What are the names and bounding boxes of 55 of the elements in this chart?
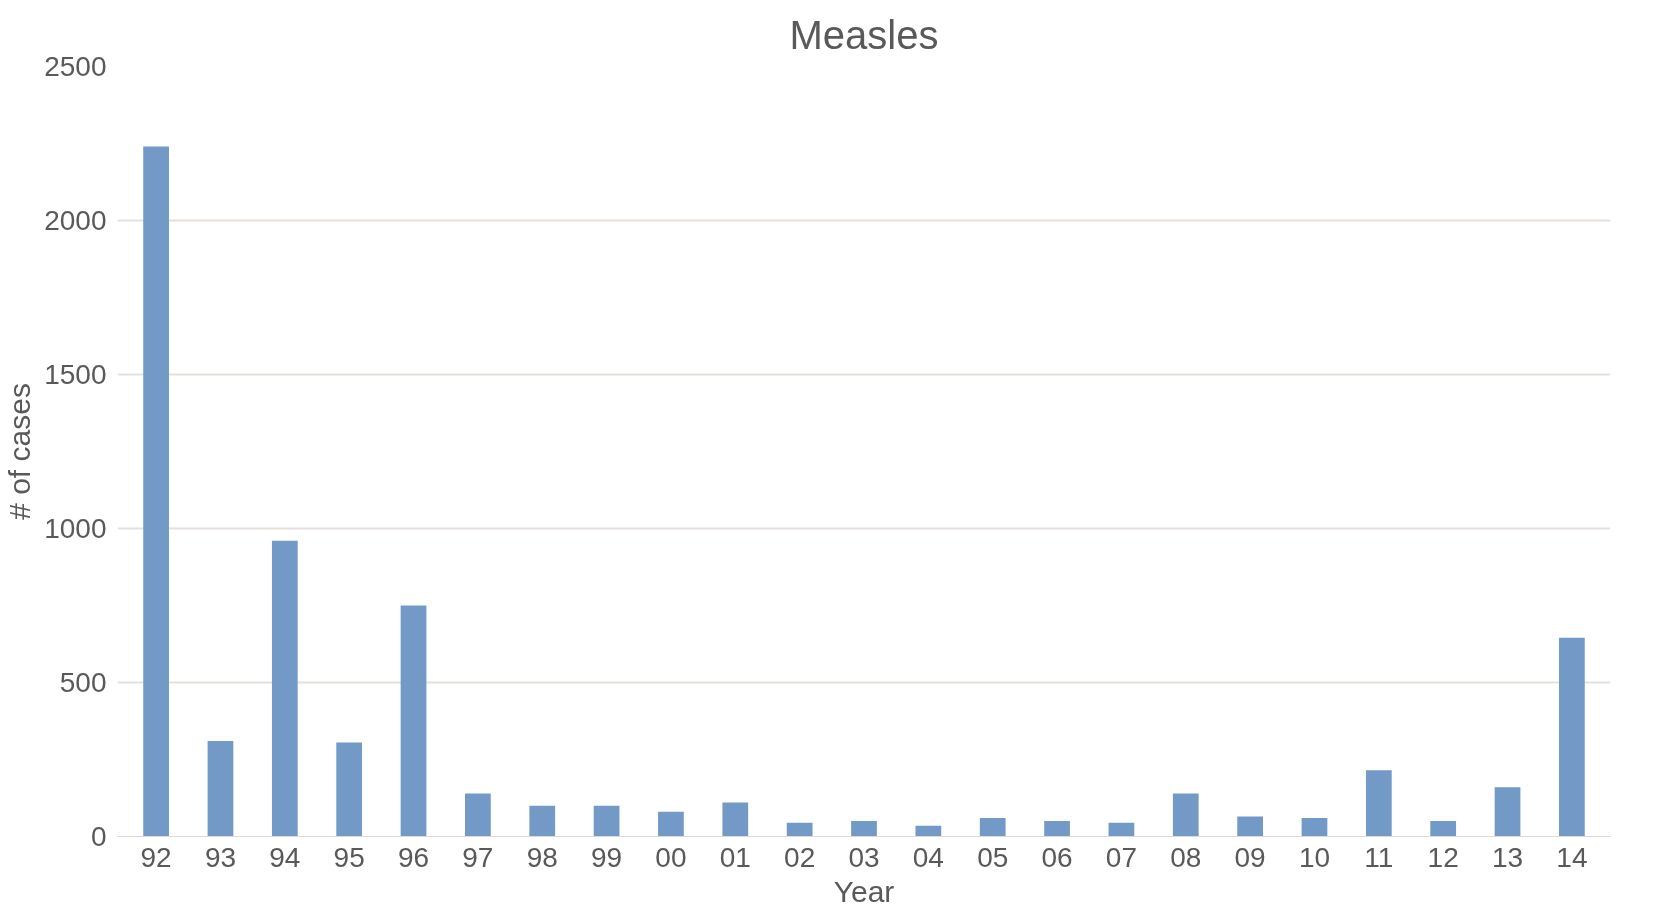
x-tick-label: 97 [462,841,494,873]
bar [786,822,813,837]
x-tick-label: 14 [1556,841,1588,873]
bar [1301,818,1328,837]
x-tick-label: 04 [912,841,944,873]
bar [336,742,363,837]
x-tick-label: 01 [719,841,751,873]
bar [1430,821,1457,837]
y-tick-label: 0 [90,821,107,852]
x-tick-label: 99 [591,841,623,873]
y-tick-label: 2000 [44,205,107,236]
bar [1559,637,1585,837]
bar [271,540,298,837]
bar [915,825,942,837]
bar [722,802,749,837]
x-tick-label: 10 [1298,841,1331,873]
x-tick-label: 98 [526,841,558,873]
x-tick-label: 05 [977,841,1009,873]
x-axis-title: Year [833,874,895,908]
x-tick-label: 92 [140,841,172,873]
x-tick-label: 13 [1491,841,1524,873]
x-tick-label: 09 [1234,841,1266,873]
bar [1044,821,1070,837]
x-tick-label: 94 [269,841,301,873]
y-tick-label: 1500 [44,359,107,390]
chart-title: Measles [789,12,939,57]
y-tick-label: 1000 [44,513,107,544]
x-tick-label: 02 [784,841,816,873]
bar [207,741,234,837]
bar [1494,787,1521,837]
bar [593,805,620,837]
x-tick-label: 96 [397,841,430,873]
x-tick-label: 12 [1427,841,1459,873]
bar [851,821,877,837]
y-tick-label: 2500 [44,51,107,82]
bar [658,811,684,837]
x-tick-label: 11 [1364,841,1394,873]
bar [529,805,556,837]
bar [143,146,169,837]
x-tick-label: 00 [655,841,687,873]
bar [465,793,491,837]
y-axis-title: # of cases [3,383,37,520]
bar [1172,793,1199,837]
y-tick-label: 500 [59,667,107,698]
x-tick-label: 95 [333,841,365,873]
x-tick-label: 93 [204,841,237,873]
x-tick-label: 07 [1105,841,1137,873]
bar [1237,816,1263,837]
x-tick-label: 06 [1041,841,1073,873]
bar [1365,770,1392,837]
bar [1108,822,1135,837]
bar [400,605,427,837]
x-tick-label: 08 [1170,841,1202,873]
bar [979,818,1006,837]
x-tick-label: 03 [848,841,880,873]
